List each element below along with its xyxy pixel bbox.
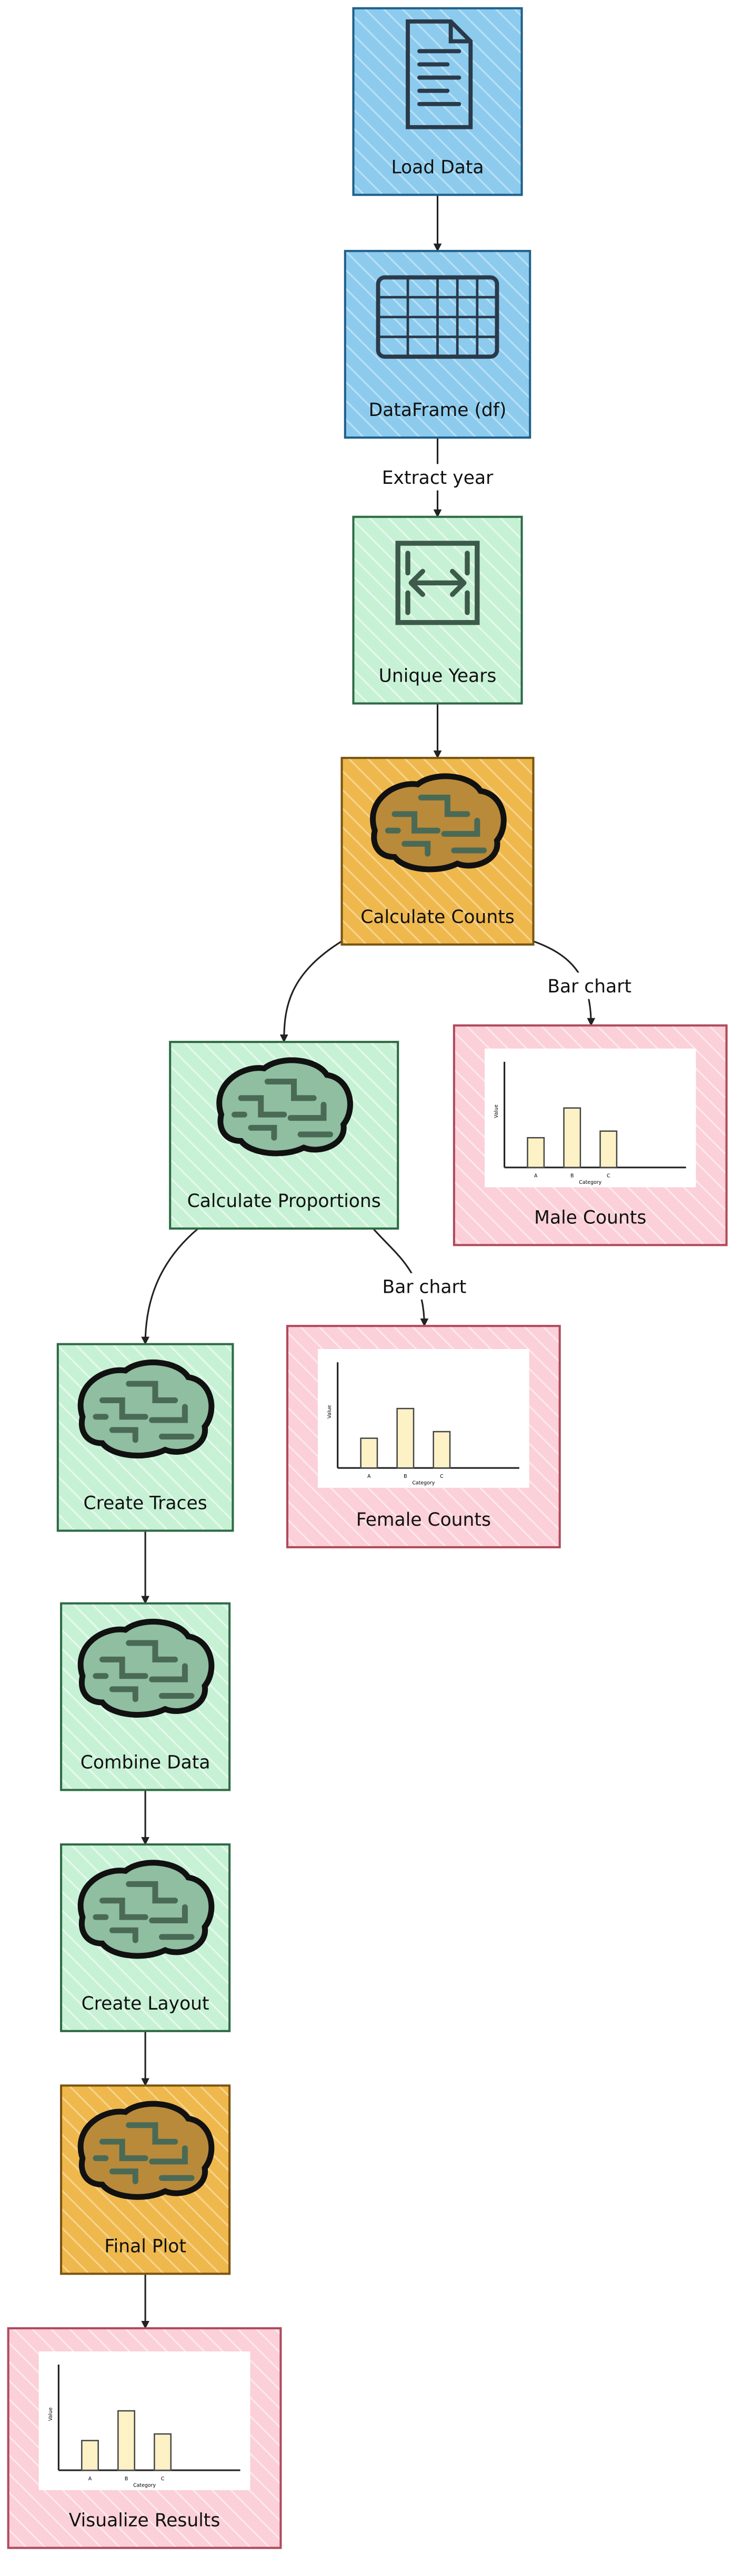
chart-bar	[527, 1137, 545, 1169]
chart-x-label: Category	[133, 2482, 156, 2488]
node-label: Unique Years	[379, 666, 497, 687]
chart-bar	[433, 1431, 451, 1469]
doc-icon	[406, 19, 473, 129]
edge	[372, 1228, 429, 1327]
chart-category: C	[440, 1474, 444, 1479]
chart-bar	[396, 1407, 415, 1469]
brain-fold	[264, 1079, 317, 1101]
brain-icon	[77, 1360, 215, 1459]
node-label: Create Layout	[82, 1993, 209, 2014]
chart-category: A	[88, 2476, 92, 2482]
brain-fold	[99, 2138, 148, 2162]
node-box	[352, 515, 523, 705]
brain-fold	[109, 1686, 138, 1702]
brain-fold	[287, 1101, 327, 1121]
chart-frame	[38, 2351, 250, 2490]
node-label: Calculate Proportions	[187, 1191, 381, 1212]
chart-bar	[563, 1107, 581, 1169]
arrows-glyph	[405, 551, 470, 615]
canvas: Extract year Bar chart Bar chart Load Data D…	[7, 7, 728, 2549]
edge-label-bg	[368, 1273, 481, 1300]
node-label: Load Data	[391, 157, 484, 178]
node-icon: A B C Category Value	[318, 1349, 529, 1488]
node-label: Male Counts	[534, 1208, 646, 1229]
chart-category: C	[607, 1173, 610, 1179]
brain-fold	[126, 1640, 178, 1662]
brain-icon	[77, 1860, 215, 1959]
edge	[533, 940, 596, 1027]
edge-label: Bar chart	[383, 1276, 467, 1297]
chart-x-label: Category	[579, 1180, 601, 1185]
node-icon	[376, 275, 499, 359]
chart-frame	[484, 1048, 696, 1188]
node-icon	[395, 541, 480, 625]
brain-fold	[418, 794, 470, 817]
brain-fold	[109, 1927, 138, 1943]
brain-fold	[441, 817, 480, 837]
brain-fold	[99, 1898, 148, 1920]
brain-fold	[99, 1397, 148, 1420]
node-icon	[77, 1360, 215, 1459]
brain-fold	[126, 1381, 178, 1403]
brain-fold	[391, 811, 441, 834]
node-box	[352, 7, 523, 196]
node-icon	[77, 1618, 215, 1718]
chart-x-label: Category	[412, 1480, 435, 1486]
brain-icon	[216, 1057, 353, 1157]
node-icon	[77, 1860, 215, 1959]
chart-bar	[81, 2440, 99, 2471]
brain-fold	[149, 1904, 188, 1923]
brain-fold	[248, 1124, 277, 1141]
arrows-icon	[395, 541, 480, 625]
brain-icon	[77, 1618, 215, 1718]
chart-bar	[599, 1130, 618, 1169]
chart-category: A	[534, 1173, 538, 1179]
chart-bar	[154, 2433, 172, 2471]
brain-fold	[149, 2145, 188, 2165]
edge-label: Extract year	[382, 468, 494, 489]
node-label: Combine Data	[81, 1752, 210, 1773]
chart-y-label: Value	[48, 2407, 54, 2421]
brain-fold	[149, 1404, 188, 1423]
node-label: Calculate Counts	[360, 907, 515, 928]
brain-fold	[99, 1656, 148, 1679]
edge	[279, 940, 343, 1043]
brain-fold	[401, 840, 431, 857]
brain-icon	[77, 2101, 215, 2200]
chart-category: C	[161, 2476, 165, 2482]
edge	[141, 1228, 199, 1345]
node-icon: A B C Category Value	[484, 1048, 696, 1188]
node-label: Final Plot	[104, 2236, 186, 2257]
chart-category: A	[367, 1474, 371, 1479]
node-label: DataFrame (df)	[369, 400, 507, 421]
node-icon	[370, 773, 507, 873]
chart-y-label: Value	[327, 1405, 333, 1418]
chart-y-label: Value	[494, 1104, 499, 1118]
brain-icon	[370, 773, 507, 873]
node-icon	[77, 2101, 215, 2200]
chart-frame	[318, 1349, 529, 1488]
node-icon	[216, 1057, 353, 1157]
edge-label: Bar chart	[547, 976, 631, 997]
node-label: Female Counts	[356, 1509, 491, 1530]
chart-bar	[360, 1437, 378, 1469]
node-label: Visualize Results	[69, 2510, 220, 2531]
brain-fold	[126, 2122, 178, 2145]
brain-fold	[109, 1427, 138, 1443]
node-icon: A B C Category Value	[38, 2351, 250, 2490]
chart-category: B	[125, 2476, 128, 2482]
chart-bar	[117, 2410, 135, 2471]
edge-label-bg	[381, 464, 494, 491]
node-label: Create Traces	[84, 1493, 207, 1514]
brain-fold	[238, 1095, 287, 1118]
chart-category: B	[404, 1474, 407, 1479]
chart-category: B	[570, 1173, 574, 1179]
node-icon	[406, 19, 473, 129]
brain-fold	[126, 1881, 178, 1904]
brain-fold	[109, 2168, 138, 2185]
brain-fold	[149, 1663, 188, 1682]
edge-label-bg	[533, 972, 646, 999]
